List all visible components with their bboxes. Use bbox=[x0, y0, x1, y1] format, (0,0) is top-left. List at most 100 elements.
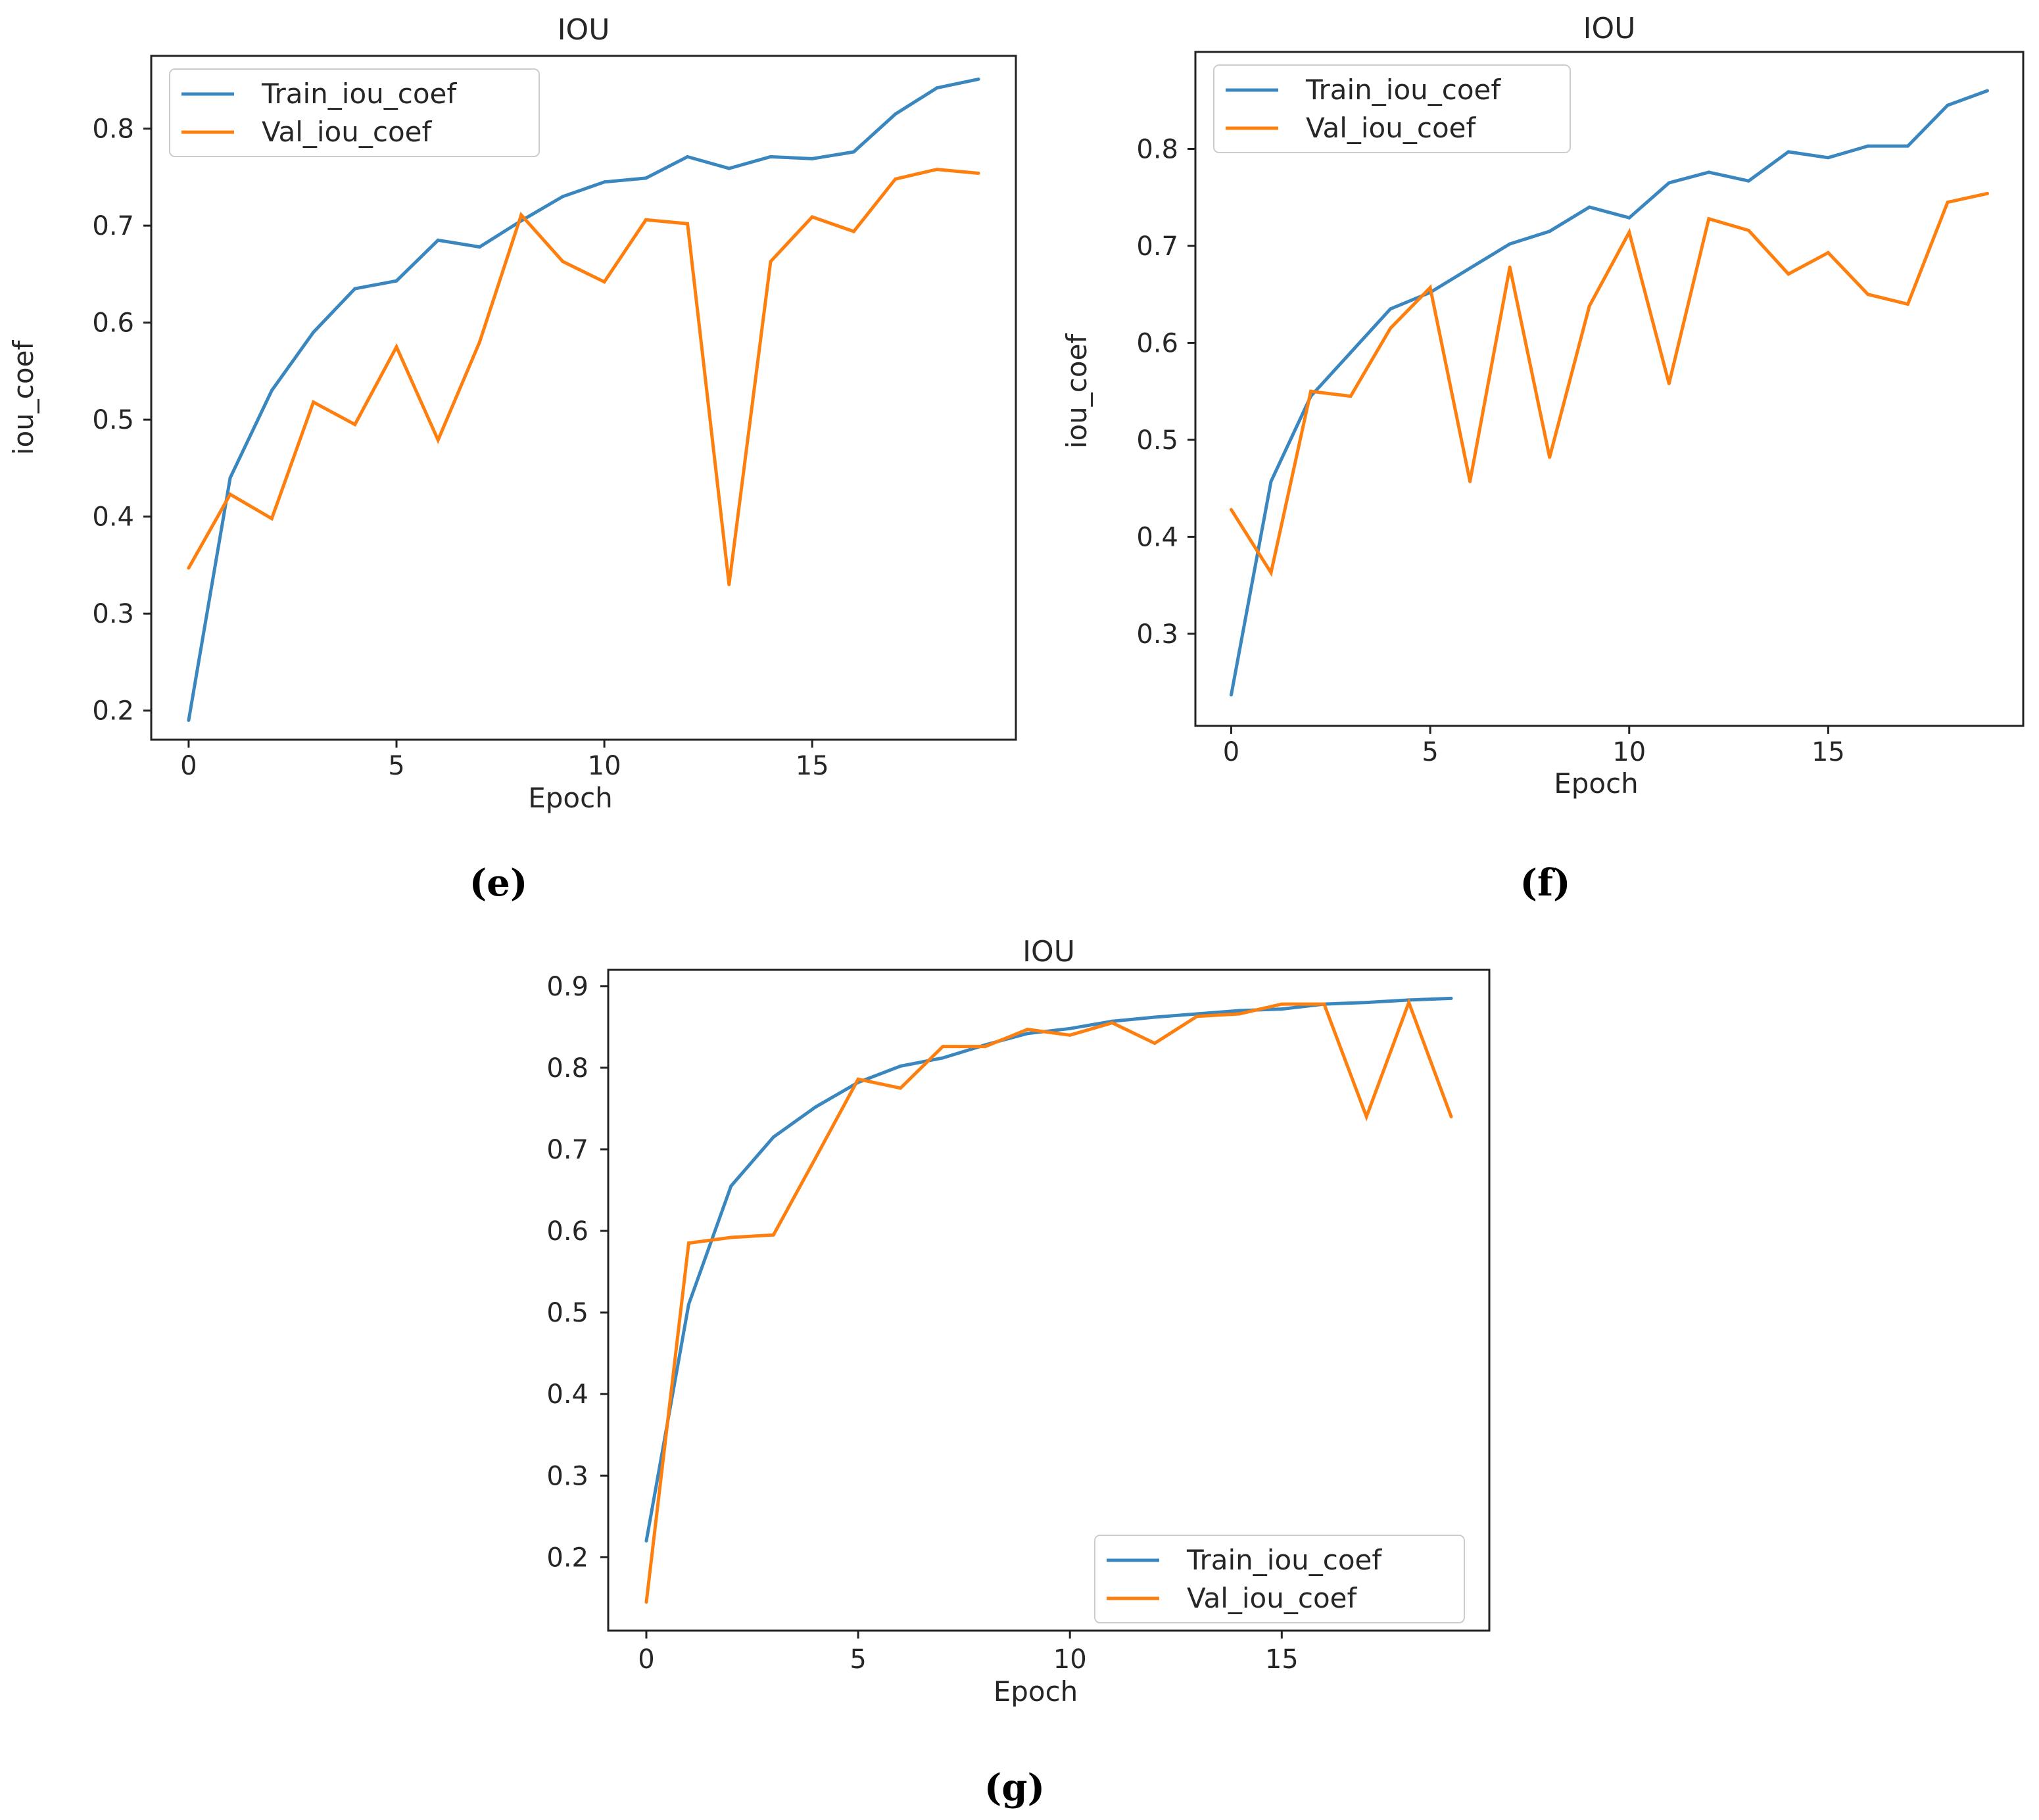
data-point-Train_iou_coef-15 bbox=[810, 156, 814, 160]
data-point-Train_iou_coef-12 bbox=[1707, 170, 1711, 174]
data-point-Val_iou_coef-12 bbox=[686, 222, 690, 226]
data-point-Train_iou_coef-14 bbox=[1237, 1009, 1241, 1013]
data-point-Val_iou_coef-0 bbox=[1229, 508, 1233, 512]
data-point-Train_iou_coef-7 bbox=[941, 1056, 945, 1060]
data-point-Train_iou_coef-3 bbox=[312, 330, 316, 334]
data-point-Val_iou_coef-5 bbox=[1428, 285, 1432, 289]
chart-title: IOU bbox=[558, 13, 610, 47]
panel-caption: (e) bbox=[469, 861, 528, 905]
data-point-Train_iou_coef-4 bbox=[814, 1105, 818, 1109]
data-point-Train_iou_coef-7 bbox=[1508, 242, 1512, 246]
data-point-Val_iou_coef-14 bbox=[769, 260, 773, 264]
y-axis-label: iou_coef bbox=[1061, 333, 1093, 449]
data-point-Train_iou_coef-17 bbox=[894, 112, 898, 116]
series-line-Val_iou_coef bbox=[644, 997, 1453, 1602]
data-point-Train_iou_coef-4 bbox=[1389, 307, 1393, 311]
x-tick-label: 10 bbox=[1053, 1644, 1087, 1675]
data-point-Train_iou_coef-16 bbox=[1866, 144, 1870, 148]
y-tick-label: 0.8 bbox=[546, 1053, 588, 1084]
y-tick-label: 0.3 bbox=[1136, 619, 1178, 650]
data-point-Val_iou_coef-8 bbox=[1548, 455, 1552, 459]
data-point-Val_iou_coef-6 bbox=[1468, 479, 1472, 483]
legend-box bbox=[1213, 64, 1571, 153]
legend-entry: Train_iou_coef bbox=[1305, 74, 1501, 106]
legend-box bbox=[1094, 1535, 1465, 1623]
data-point-Train_iou_coef-10 bbox=[1627, 216, 1631, 220]
data-point-Train_iou_coef-15 bbox=[1280, 1007, 1283, 1011]
data-point-Val_iou_coef-3 bbox=[312, 400, 316, 404]
data-point-Train_iou_coef-3 bbox=[1349, 350, 1353, 354]
data-point-Val_iou_coef-10 bbox=[1068, 1033, 1072, 1037]
data-point-Val_iou_coef-2 bbox=[270, 517, 274, 521]
data-point-Val_iou_coef-1 bbox=[228, 492, 232, 496]
data-point-Train_iou_coef-11 bbox=[644, 176, 648, 180]
y-tick-label: 0.7 bbox=[1136, 231, 1178, 262]
series-line-Train_iou_coef bbox=[644, 996, 1452, 1541]
data-point-Val_iou_coef-15 bbox=[1280, 1002, 1283, 1006]
data-point-Val_iou_coef-15 bbox=[1826, 251, 1830, 254]
data-point-Val_iou_coef-16 bbox=[1866, 293, 1870, 297]
panel-caption: (g) bbox=[984, 1766, 1045, 1809]
data-point-Train_iou_coef-6 bbox=[1468, 266, 1472, 270]
x-tick-label: 5 bbox=[388, 751, 404, 781]
y-tick-label: 0.7 bbox=[546, 1135, 588, 1165]
x-tick-label: 15 bbox=[1265, 1644, 1299, 1675]
data-point-Train_iou_coef-18 bbox=[1946, 103, 1950, 107]
data-point-Val_iou_coef-6 bbox=[436, 438, 440, 442]
data-point-Train_iou_coef-10 bbox=[1068, 1026, 1072, 1030]
chart-panel-1: IOU 0 5 10 15 0.3 0.4 0.5 0.6 0.7 0.8 Epoch iou_coef… bbox=[1061, 12, 2025, 905]
data-point-Val_iou_coef-13 bbox=[1746, 228, 1750, 232]
data-point-Train_iou_coef-19 bbox=[1449, 996, 1453, 1000]
data-point-Val_iou_coef-1 bbox=[686, 1241, 690, 1245]
x-axis-label: Epoch bbox=[994, 1675, 1078, 1708]
x-tick-label: 0 bbox=[1223, 737, 1239, 767]
legend-entry: Val_iou_coef bbox=[1306, 112, 1476, 144]
data-point-Val_iou_coef-4 bbox=[814, 1155, 818, 1159]
chart-panel-0: IOU 0 5 10 15 0.2 0.3 0.4 0.5 0.6 0.7 0.8 Epoch iou_c… bbox=[7, 13, 1017, 905]
y-tick-label: 0.2 bbox=[546, 1543, 588, 1573]
data-point-Train_iou_coef-6 bbox=[899, 1064, 903, 1068]
legend-entry: Train_iou_coef bbox=[261, 78, 457, 110]
data-point-Val_iou_coef-7 bbox=[1508, 265, 1512, 269]
data-point-Train_iou_coef-16 bbox=[852, 150, 855, 154]
y-tick-label: 0.4 bbox=[1136, 522, 1178, 552]
y-tick-label: 0.6 bbox=[546, 1216, 588, 1247]
data-point-Val_iou_coef-9 bbox=[1587, 304, 1591, 308]
data-point-Val_iou_coef-11 bbox=[644, 218, 648, 222]
x-axis-label: Epoch bbox=[1554, 767, 1639, 800]
y-tick-label: 0.8 bbox=[92, 114, 134, 145]
data-point-Val_iou_coef-5 bbox=[856, 1077, 860, 1081]
x-tick-label: 15 bbox=[796, 751, 829, 781]
x-tick-label: 5 bbox=[850, 1644, 866, 1675]
chart-title: IOU bbox=[1022, 935, 1075, 969]
data-point-Train_iou_coef-1 bbox=[1269, 479, 1273, 483]
x-tick-label: 10 bbox=[588, 751, 621, 781]
y-tick-label: 0.3 bbox=[546, 1461, 588, 1491]
data-point-Train_iou_coef-13 bbox=[1746, 179, 1750, 183]
data-point-Train_iou_coef-11 bbox=[1667, 181, 1671, 185]
data-point-Train_iou_coef-18 bbox=[935, 86, 939, 90]
chart-title: IOU bbox=[1583, 12, 1636, 45]
data-point-Val_iou_coef-7 bbox=[941, 1045, 945, 1049]
data-point-Val_iou_coef-10 bbox=[602, 280, 606, 284]
data-point-Val_iou_coef-7 bbox=[477, 340, 481, 344]
data-point-Train_iou_coef-12 bbox=[686, 155, 690, 158]
data-point-Train_iou_coef-17 bbox=[1906, 144, 1909, 148]
data-point-Train_iou_coef-9 bbox=[1587, 205, 1591, 209]
plot-frame bbox=[607, 969, 1491, 1632]
data-point-Val_iou_coef-6 bbox=[899, 1086, 903, 1090]
data-point-Val_iou_coef-8 bbox=[519, 213, 523, 217]
data-point-Train_iou_coef-13 bbox=[727, 166, 731, 170]
data-point-Train_iou_coef-19 bbox=[1986, 89, 1990, 93]
data-point-Train_iou_coef-0 bbox=[187, 718, 191, 722]
data-point-Val_iou_coef-18 bbox=[1946, 201, 1950, 204]
data-point-Train_iou_coef-5 bbox=[395, 279, 398, 283]
data-point-Train_iou_coef-7 bbox=[477, 245, 481, 249]
data-point-Val_iou_coef-0 bbox=[644, 1600, 648, 1604]
y-tick-label: 0.4 bbox=[546, 1379, 588, 1410]
series-line-Val_iou_coef bbox=[1230, 191, 1988, 577]
data-point-Val_iou_coef-9 bbox=[561, 260, 565, 264]
data-point-Val_iou_coef-17 bbox=[1906, 302, 1909, 306]
data-point-Val_iou_coef-18 bbox=[1407, 1001, 1411, 1005]
